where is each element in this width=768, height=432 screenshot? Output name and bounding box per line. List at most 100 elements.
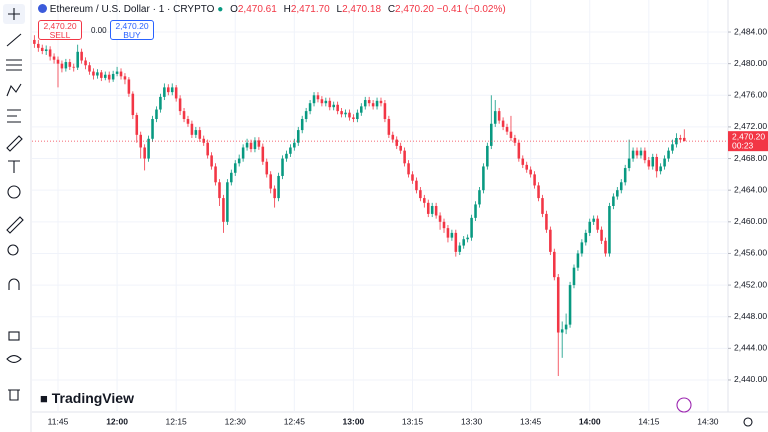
candle-body [470,217,473,238]
candle-body [261,146,265,162]
candle-body [300,119,304,131]
candle-body [525,164,529,170]
candle-body [545,213,548,230]
candle-body [489,123,493,146]
candle-body [663,158,666,167]
candle-body [190,123,194,135]
candle-body [486,145,489,167]
text-icon[interactable] [8,160,20,173]
candle-body [383,103,387,120]
candle-body [253,140,257,150]
candle-body [206,142,209,156]
candle-body [501,120,505,127]
brush-icon[interactable] [6,135,23,152]
y-tick-label: 2,480.00 [734,58,767,68]
candle-body [40,47,44,52]
o-label: O [230,4,238,15]
candle-body [423,198,426,203]
ruler-icon[interactable] [6,216,24,234]
candle-body [324,100,328,104]
candle-body [616,190,619,197]
candle-body [639,150,643,156]
candle-body [344,112,347,115]
candle-body [682,137,686,142]
candle-body [631,150,635,159]
candle-body [304,111,308,120]
candle-body [167,87,170,93]
candle-body [600,229,603,241]
y-tick-label: 2,472.00 [734,121,767,131]
candle-body [127,79,131,94]
candle-body [635,150,639,156]
candle-body [596,218,599,230]
candle-body [434,206,438,216]
candle-body [513,137,517,143]
c-value: 2,470.20 [395,4,434,15]
candle-body [399,145,402,151]
candle-body [84,60,87,66]
buy-button[interactable]: 2,470.20 BUY [110,20,154,40]
candle-body [521,158,525,165]
h-value: 2,471.70 [290,4,330,15]
trash-icon[interactable] [8,389,20,401]
last-price-box [728,131,768,152]
candle-body [584,232,588,243]
fib-icon[interactable] [6,59,22,71]
candle-body [277,175,280,199]
x-tick-label: 13:30 [461,416,483,426]
candle-body [474,204,477,218]
candle-body [60,63,64,69]
candle-body [76,51,79,68]
candle-body [80,51,83,61]
candle-body [178,98,182,112]
candle-body [576,253,580,268]
spread: 0.00 [91,26,107,35]
trend-line-icon[interactable] [6,33,22,47]
last-price-label: 2,470.20 [732,131,765,141]
x-tick-label: 12:00 [106,416,128,426]
candle-body [556,277,560,333]
candle-body [111,73,115,80]
countdown: 00:23 [732,140,754,150]
candle-body [462,239,465,246]
candle-body [375,100,379,107]
y-tick-label: 2,468.00 [734,153,767,163]
candle-body [541,198,544,214]
forecast-icon[interactable] [7,109,21,123]
candle-body [230,172,233,183]
sell-button[interactable]: 2,470.20 SELL [38,20,82,40]
y-tick-label: 2,440.00 [734,374,767,384]
candle-body [92,71,95,76]
candle-body [100,72,103,78]
candle-body [517,142,521,159]
eye-icon[interactable] [6,354,22,364]
candle-body [226,182,229,222]
magnet-icon[interactable] [8,278,20,290]
candle-body [198,130,202,139]
candle-body [363,100,367,107]
lock-icon[interactable] [8,331,20,341]
candle-body [450,232,454,238]
candle-body [352,117,355,120]
candle-body [289,147,292,154]
candle-body [233,163,237,173]
candle-body [159,96,162,110]
candle-body [214,166,217,183]
candle-body [170,87,174,93]
y-tick-label: 2,460.00 [734,216,767,226]
l-value: 2,470.18 [342,4,382,15]
zoom-icon[interactable] [7,244,19,256]
y-tick-label: 2,452.00 [734,279,767,289]
settings-icon[interactable] [743,417,753,427]
candle-body [675,137,678,145]
emoji-icon[interactable] [7,185,21,199]
candle-body [560,329,564,333]
candle-body [659,166,662,172]
crosshair-icon[interactable] [8,8,20,20]
candle-body [285,153,288,159]
alert-icon[interactable] [676,397,692,413]
change: −0.41 (−0.02%) [436,4,506,15]
candle-body [131,93,135,116]
pattern-icon[interactable] [6,83,22,97]
candle-body [497,111,501,121]
